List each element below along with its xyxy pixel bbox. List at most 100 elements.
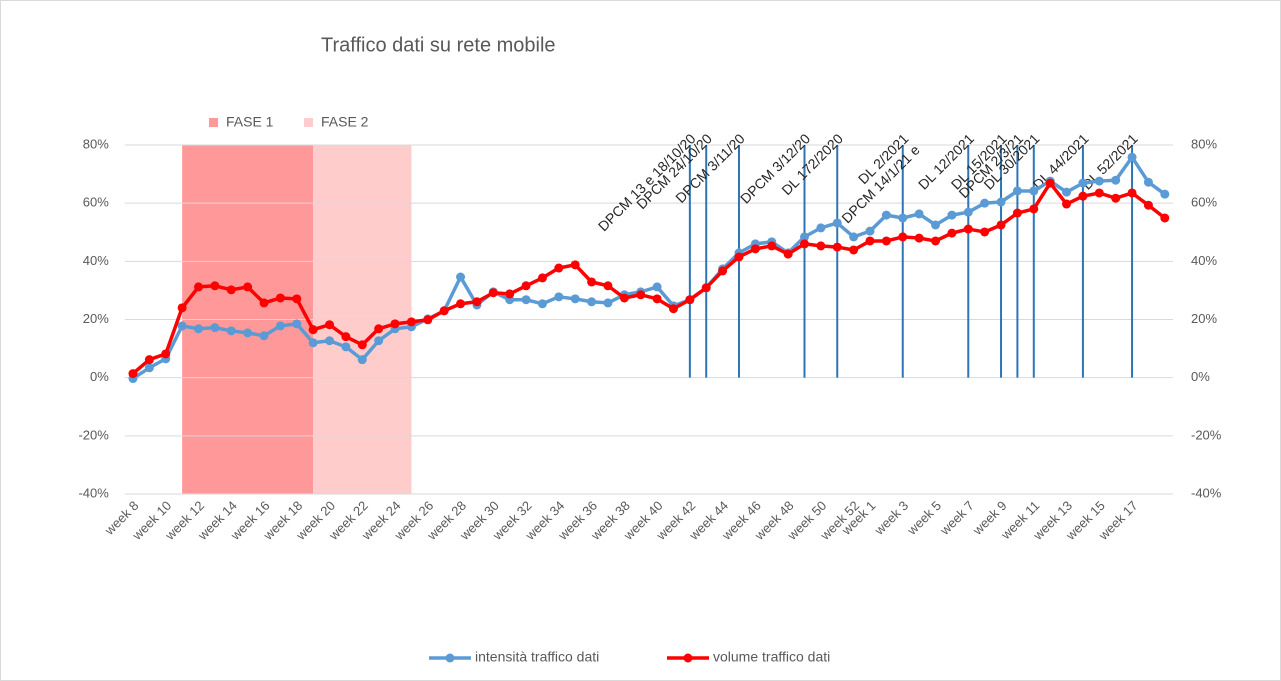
series-marker xyxy=(996,197,1006,207)
series-marker xyxy=(537,273,547,283)
series-marker xyxy=(521,295,531,305)
series-marker xyxy=(357,355,367,365)
series-marker xyxy=(865,236,875,246)
y2-tick-label: 40% xyxy=(1191,253,1217,268)
series-marker xyxy=(980,227,990,237)
series-marker xyxy=(603,281,613,291)
series-marker xyxy=(521,281,531,291)
series-marker xyxy=(1012,208,1022,218)
y2-tick-label: -40% xyxy=(1191,485,1222,500)
series-marker xyxy=(128,369,138,379)
series-marker xyxy=(194,324,204,334)
series-marker xyxy=(636,290,646,300)
series-marker xyxy=(144,363,154,373)
series-marker xyxy=(898,213,908,223)
event-label: DPCM 13 e 18/10/20 xyxy=(595,130,699,234)
series-marker xyxy=(308,338,318,348)
series-line xyxy=(132,155,1166,381)
series-marker xyxy=(275,293,285,303)
series-marker xyxy=(390,319,400,329)
legend-swatch xyxy=(304,118,313,127)
series-line xyxy=(131,181,1166,375)
series-marker xyxy=(1078,178,1088,188)
legend-label: FASE 2 xyxy=(321,114,369,130)
series-marker xyxy=(1127,188,1137,198)
series-marker xyxy=(144,355,154,365)
series-marker xyxy=(816,223,826,233)
series-marker xyxy=(210,323,220,333)
series-marker xyxy=(685,295,695,305)
series-marker xyxy=(554,263,564,273)
series-marker xyxy=(947,228,957,238)
y2-tick-label: -20% xyxy=(1191,427,1222,442)
y-tick-label: 60% xyxy=(83,195,109,210)
series-marker xyxy=(456,299,466,309)
series-marker xyxy=(1012,186,1022,196)
series-marker xyxy=(652,282,662,292)
series-marker xyxy=(701,283,711,293)
series-marker xyxy=(341,332,351,342)
series-marker xyxy=(194,282,204,292)
series-marker xyxy=(341,342,351,352)
series-marker xyxy=(865,226,875,236)
series-marker xyxy=(734,252,744,262)
x-tick-label: week 3 xyxy=(871,498,911,538)
series-marker xyxy=(226,285,236,295)
series-marker xyxy=(570,294,580,304)
series-marker xyxy=(750,244,760,254)
series-marker xyxy=(1160,189,1170,199)
series-marker xyxy=(570,260,580,270)
series-marker xyxy=(587,277,597,287)
series-marker xyxy=(1029,186,1039,196)
series-marker xyxy=(243,282,253,292)
series-marker xyxy=(718,266,728,276)
series-marker xyxy=(472,297,482,307)
series-marker xyxy=(832,242,842,252)
series-marker xyxy=(1094,176,1104,186)
series-marker xyxy=(406,317,416,327)
chart-title: Traffico dati su rete mobile xyxy=(321,34,556,56)
series-marker xyxy=(177,321,187,331)
series-marker xyxy=(243,328,253,338)
series-marker xyxy=(898,232,908,242)
series-marker xyxy=(1029,204,1039,214)
y-tick-label: 40% xyxy=(83,253,109,268)
series-marker xyxy=(881,236,891,246)
y2-tick-label: 20% xyxy=(1191,311,1217,326)
series-marker xyxy=(603,298,613,308)
y-tick-label: -40% xyxy=(78,485,109,500)
series-marker xyxy=(1094,188,1104,198)
legend-label: intensità traffico dati xyxy=(475,649,599,665)
series-marker xyxy=(308,325,318,335)
series-marker xyxy=(423,315,433,325)
series-marker xyxy=(275,321,285,331)
series-marker xyxy=(1111,193,1121,203)
series-marker xyxy=(881,210,891,220)
x-tick-label: week 7 xyxy=(936,498,976,538)
series-marker xyxy=(816,241,826,251)
series-marker xyxy=(931,236,941,246)
series-marker xyxy=(799,239,809,249)
series-marker xyxy=(374,336,384,346)
series-marker xyxy=(783,249,793,259)
series-marker xyxy=(914,233,924,243)
series-marker xyxy=(1160,213,1170,223)
y2-tick-label: 60% xyxy=(1191,195,1217,210)
series-marker xyxy=(259,298,269,308)
series-marker xyxy=(439,306,449,316)
series-marker xyxy=(931,220,941,230)
series-marker xyxy=(996,220,1006,230)
legend-label: FASE 1 xyxy=(226,114,274,130)
series-marker xyxy=(357,340,367,350)
series-marker xyxy=(292,319,302,329)
series-marker xyxy=(587,297,597,307)
series-marker xyxy=(325,320,335,330)
series-marker xyxy=(963,207,973,217)
series-marker xyxy=(914,209,924,219)
series-marker xyxy=(849,232,859,242)
series-marker xyxy=(1062,199,1072,209)
series-marker xyxy=(505,289,515,299)
series-marker xyxy=(832,218,842,228)
